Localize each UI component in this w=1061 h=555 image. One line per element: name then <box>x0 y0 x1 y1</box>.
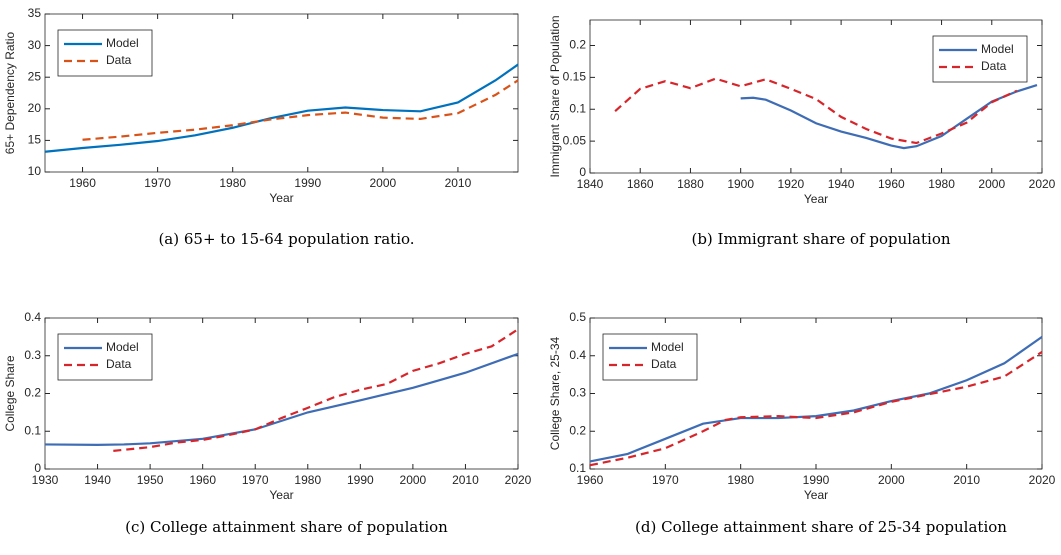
caption: (d) College attainment share of 25-34 po… <box>635 518 1007 536</box>
legend-box <box>932 35 1028 83</box>
x-tick-label: 1950 <box>137 473 164 487</box>
caption: (a) 65+ to 15-64 population ratio. <box>158 230 414 248</box>
y-tick-label: 0.1 <box>569 101 586 115</box>
y-tick-label: 20 <box>28 101 42 115</box>
y-axis-label: Immigrant Share of Population <box>548 15 562 177</box>
y-tick-label: 0.1 <box>569 461 586 475</box>
x-tick-label: 1980 <box>727 473 754 487</box>
legend-label: Model <box>981 42 1014 56</box>
x-tick-label: 1960 <box>69 176 96 190</box>
chart-panel: 1930 1940 1950 1960 1970 1980 1990 2000 2010 2020… <box>3 310 531 536</box>
legend-box <box>602 333 698 381</box>
x-tick-label: 1920 <box>778 177 805 191</box>
x-axis-label: Year <box>269 488 293 502</box>
y-tick-label: 0 <box>34 461 41 475</box>
y-tick-label: 0.05 <box>563 133 587 147</box>
x-tick-label: 1940 <box>84 473 111 487</box>
legend-label: Data <box>106 53 132 67</box>
x-tick-label: 2000 <box>978 177 1005 191</box>
x-tick-label: 2010 <box>953 473 980 487</box>
y-tick-label: 0.3 <box>24 348 41 362</box>
x-tick-label: 1970 <box>242 473 269 487</box>
caption: (b) Immigrant share of population <box>691 230 950 248</box>
legend-label: Model <box>106 36 139 50</box>
data-line <box>614 77 1018 145</box>
x-tick-label: 1980 <box>219 176 246 190</box>
y-axis-label: 65+ Dependency Ratio <box>3 31 17 154</box>
y-tick-label: 0 <box>579 165 586 179</box>
y-tick-label: 0.1 <box>24 423 41 437</box>
y-tick-label: 0.4 <box>24 310 41 324</box>
x-tick-label: 1960 <box>577 473 604 487</box>
x-axis-label: Year <box>804 488 828 502</box>
x-tick-label: 2000 <box>878 473 905 487</box>
legend-label: Model <box>106 340 139 354</box>
x-tick-label: 2010 <box>452 473 479 487</box>
x-tick-label: 1840 <box>577 177 604 191</box>
x-axis-label: Year <box>269 191 293 205</box>
data-line <box>589 351 1043 467</box>
x-tick-label: 1860 <box>627 177 654 191</box>
x-tick-label: 2000 <box>400 473 427 487</box>
data-line <box>44 63 519 153</box>
y-tick-label: 0.4 <box>569 348 586 362</box>
y-tick-label: 0.2 <box>569 38 586 52</box>
x-tick-label: 2010 <box>445 176 472 190</box>
y-tick-label: 25 <box>28 69 42 83</box>
data-line <box>589 335 1043 463</box>
data-line <box>740 83 1038 150</box>
x-tick-label: 1990 <box>803 473 830 487</box>
x-tick-label: 1900 <box>727 177 754 191</box>
x-tick-label: 1970 <box>652 473 679 487</box>
chart-panel: 1840 1860 1880 1900 1920 1940 1960 1980 2000 2020… <box>548 15 1055 248</box>
legend-box <box>57 29 153 77</box>
x-tick-label: 1960 <box>878 177 905 191</box>
x-tick-label: 1940 <box>828 177 855 191</box>
x-tick-label: 2020 <box>1029 473 1056 487</box>
y-tick-label: 30 <box>28 38 42 52</box>
y-tick-label: 15 <box>28 133 42 147</box>
x-tick-label: 1960 <box>189 473 216 487</box>
x-tick-label: 2020 <box>505 473 532 487</box>
x-tick-label: 1990 <box>347 473 374 487</box>
y-tick-label: 0.2 <box>569 423 586 437</box>
legend-label: Data <box>651 357 677 371</box>
x-tick-label: 1970 <box>144 176 171 190</box>
x-tick-label: 2000 <box>370 176 397 190</box>
y-axis-label: College Share <box>3 355 17 431</box>
y-tick-label: 10 <box>28 164 42 178</box>
legend-label: Data <box>981 59 1007 73</box>
data-line <box>113 328 519 452</box>
x-tick-label: 2020 <box>1029 177 1056 191</box>
x-axis-label: Year <box>804 192 828 206</box>
y-tick-label: 0.5 <box>569 310 586 324</box>
y-tick-label: 35 <box>28 6 42 20</box>
y-tick-label: 0.2 <box>24 386 41 400</box>
legend-label: Data <box>106 357 132 371</box>
data-line <box>82 79 519 141</box>
x-tick-label: 1930 <box>32 473 59 487</box>
chart-panel: 1960 1970 1980 1990 2000 2010 2020 0.1 0.2 0.3 0.4… <box>548 310 1055 536</box>
x-tick-label: 1880 <box>677 177 704 191</box>
x-tick-label: 1980 <box>928 177 955 191</box>
x-tick-label: 1990 <box>294 176 321 190</box>
y-tick-label: 0.3 <box>569 386 586 400</box>
legend-box <box>57 333 153 381</box>
y-tick-label: 0.15 <box>563 70 587 84</box>
caption: (c) College attainment share of populati… <box>125 518 448 536</box>
chart-panel: 1960 1970 1980 1990 2000 2010101520253035Year… <box>3 6 519 248</box>
y-axis-label: College Share, 25-34 <box>548 336 562 450</box>
legend-label: Model <box>651 340 684 354</box>
x-tick-label: 1980 <box>294 473 321 487</box>
